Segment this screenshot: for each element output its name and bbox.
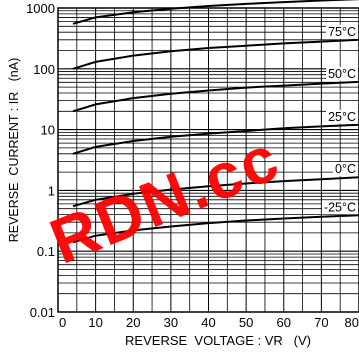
- y-tick-label: 0.1: [37, 244, 55, 259]
- x-tick-label: 0: [59, 315, 66, 330]
- x-tick-label: 50: [239, 315, 253, 330]
- series-label-bg: [333, 162, 358, 177]
- series-label: 25°C: [328, 110, 356, 124]
- series-line: [72, 214, 359, 244]
- x-tick-label: 70: [314, 315, 328, 330]
- series-line: [72, 80, 359, 113]
- series-line: [72, 38, 359, 70]
- curves: [72, 0, 359, 244]
- y-tick-label: 1000: [26, 1, 55, 16]
- plot-frame: [57, 7, 359, 313]
- series-label: 0°C: [335, 162, 356, 176]
- x-tick-label: 20: [126, 315, 140, 330]
- x-tick-label: 30: [164, 315, 178, 330]
- series-line: [72, 0, 359, 25]
- axes: 1000 100 10 1 0.1 0.01 0 10 20 30 40 50 60 70 80: [26, 1, 359, 330]
- series-label: -25°C: [324, 200, 356, 214]
- x-tick-label: 60: [277, 315, 291, 330]
- curve-labels: Ta=100°C75°C50°C25°C0°C-25°C: [321, 24, 358, 215]
- y-tick-label: 1: [48, 183, 55, 198]
- series-label: 75°C: [328, 25, 356, 39]
- series-line: [72, 123, 359, 155]
- y-tick-label: 10: [41, 123, 55, 138]
- x-tick-label: 80: [345, 315, 359, 330]
- y-axis-label: REVERSE CURRENT : IR (nA): [7, 58, 21, 243]
- series-label-bg: [321, 200, 358, 215]
- x-axis-label: REVERSE VOLTAGE : VR (V): [125, 333, 311, 348]
- grid: [57, 7, 359, 313]
- series-label-bg: [326, 24, 358, 39]
- x-tick-label: 40: [201, 315, 215, 330]
- series-label-bg: [326, 109, 358, 124]
- y-tick-label: 0.01: [30, 305, 55, 320]
- series-label: 50°C: [328, 67, 356, 81]
- series-line: [72, 176, 359, 208]
- x-tick-label: 10: [88, 315, 102, 330]
- y-tick-label: 100: [33, 62, 55, 77]
- series-label-bg: [326, 66, 358, 81]
